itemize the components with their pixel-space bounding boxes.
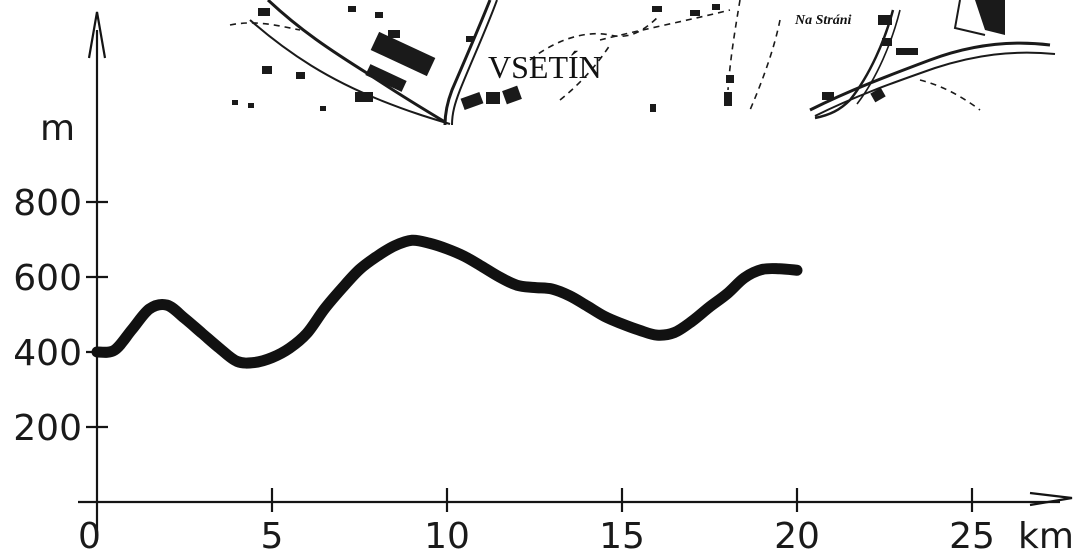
- x-tick-label-25: 25: [949, 516, 995, 555]
- map-path-6: [559, 44, 611, 101]
- map-label-na-strani: Na Stráni: [794, 13, 852, 28]
- y-ticks: 200 400 600 800: [13, 183, 108, 449]
- y-tick-label-200: 200: [13, 408, 82, 449]
- map-road-east: [809, 41, 1051, 112]
- map-fragment: VSETÍN Na Stráni: [229, 0, 1056, 126]
- y-tick-label-600: 600: [13, 258, 82, 299]
- map-buildings: [232, 4, 918, 112]
- map-label-vsetin: VSETÍN: [488, 49, 602, 85]
- x-tick-label-5: 5: [261, 516, 284, 555]
- y-unit-label: m: [40, 108, 75, 149]
- map-road-nastrani-2: [856, 9, 901, 105]
- map-path-4: [749, 19, 781, 111]
- series-layer: [91, 234, 803, 369]
- map-road-nastrani: [814, 9, 895, 120]
- y-axis-arrow: [87, 11, 107, 59]
- map-path-1: [529, 14, 661, 61]
- map-feature-outline: [953, 0, 986, 36]
- map-path-7: [919, 79, 981, 111]
- x-tick-label-15: 15: [599, 516, 645, 555]
- elevation-line-0: [91, 234, 803, 369]
- map-path-5: [229, 22, 301, 31]
- x-tick-label-20: 20: [774, 516, 820, 555]
- chart-axes: [78, 11, 1073, 540]
- x-tick-label-0: 0: [78, 516, 101, 555]
- x-tick-label-10: 10: [424, 516, 470, 555]
- x-axis-arrow: [1029, 491, 1073, 507]
- x-unit-label: km: [1018, 516, 1074, 555]
- map-road-north: [443, 0, 492, 126]
- map-path-2: [599, 9, 731, 41]
- x-ticks: 0 5 10 15 20 25: [78, 488, 995, 555]
- map-road-north-2: [451, 0, 498, 126]
- map-feature-topright: [975, 0, 1005, 35]
- y-tick-label-800: 800: [13, 183, 82, 224]
- y-tick-label-400: 400: [13, 333, 82, 374]
